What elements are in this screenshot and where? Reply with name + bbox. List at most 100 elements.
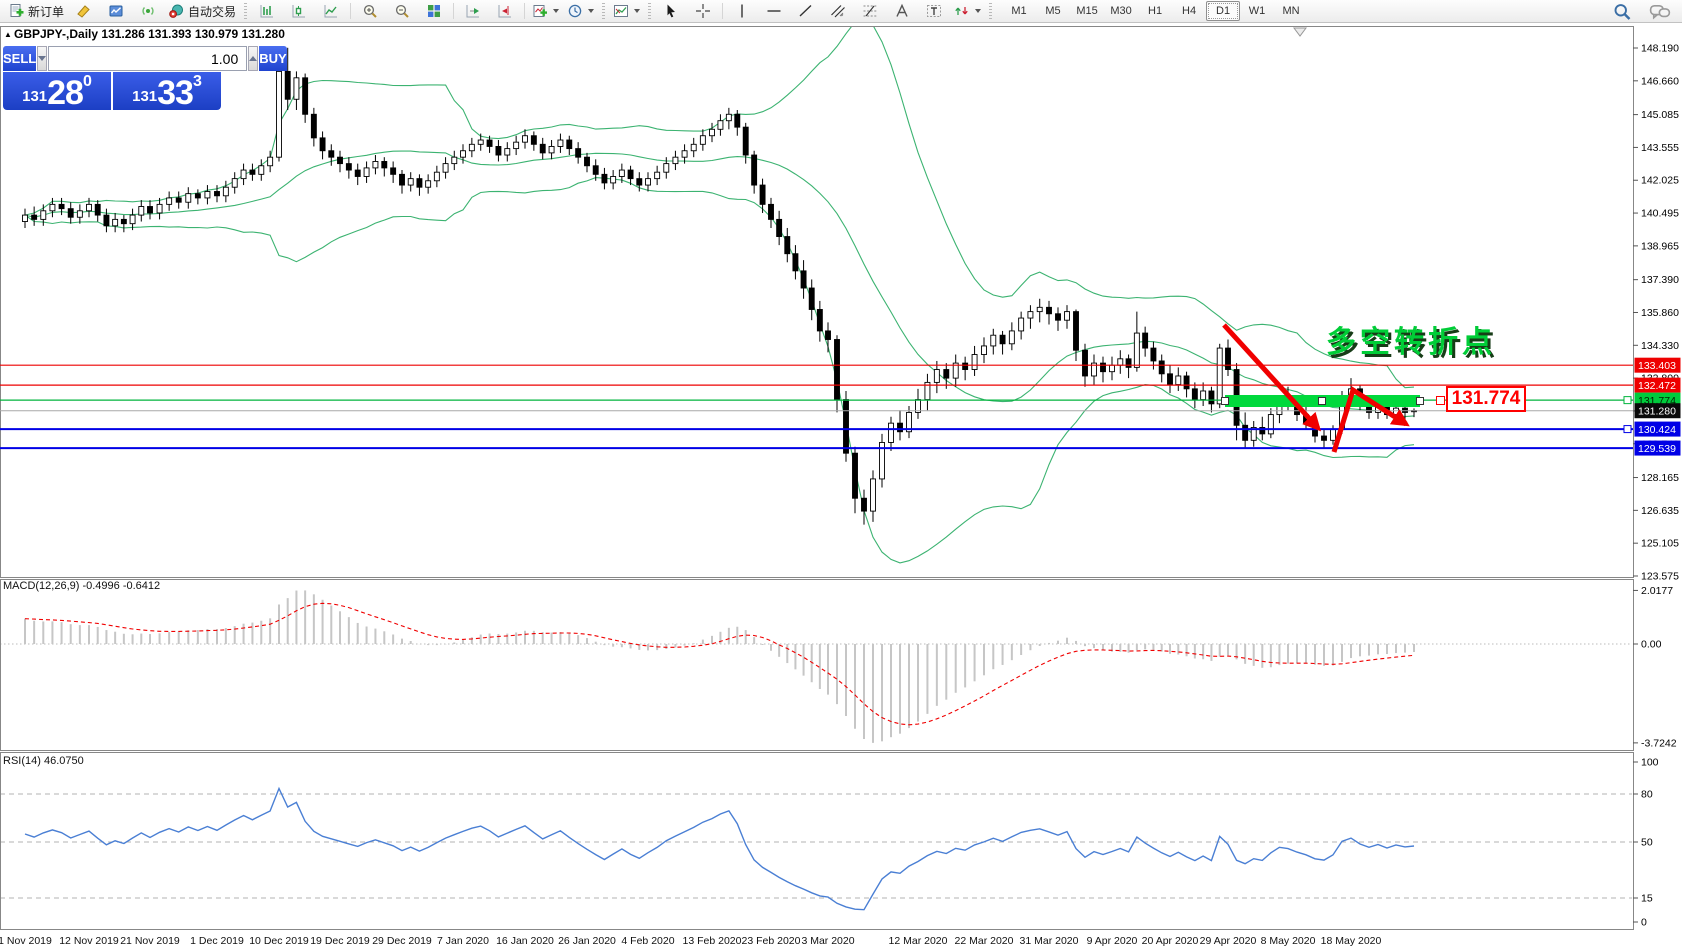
spin-up-icon <box>249 56 258 61</box>
toolbar-right-group <box>1606 1 1676 23</box>
svg-text:125.105: 125.105 <box>1641 538 1679 550</box>
crosshair-icon <box>696 4 711 18</box>
auto-shift-button[interactable] <box>489 0 521 22</box>
fibonacci-tool-button[interactable] <box>854 0 886 22</box>
timeframe-button-M1[interactable]: M1 <box>1011 5 1027 17</box>
buy-button[interactable]: BUY <box>259 46 287 71</box>
trend-annotations[interactable] <box>1221 323 1424 453</box>
buy-price-button[interactable]: 131 33 3 <box>113 72 221 110</box>
date-axis[interactable]: 1 Nov 2019 12 Nov 2019 21 Nov 2019 1 Dec 20… <box>0 935 1382 947</box>
svg-text:0.00: 0.00 <box>1641 639 1662 651</box>
sell-button[interactable]: SELL <box>3 46 37 71</box>
svg-text:1 Dec 2019: 1 Dec 2019 <box>190 935 244 947</box>
volume-decrease-button[interactable] <box>37 46 48 71</box>
symbol-period-label: GBPJPY-,Daily <box>14 27 99 41</box>
svg-text:148.190: 148.190 <box>1641 43 1679 55</box>
crosshair-tool-button[interactable] <box>687 0 719 22</box>
candle-chart-icon <box>292 5 306 18</box>
toolbar-grip <box>648 3 652 19</box>
one-click-trading-panel: SELL BUY 131 28 0 131 33 3 <box>3 46 287 110</box>
new-order-label: 新订单 <box>28 4 65 19</box>
svg-text:2.0177: 2.0177 <box>1641 585 1673 597</box>
bollinger-bands <box>24 27 1415 564</box>
timeframe-button-H1[interactable]: H1 <box>1148 5 1163 17</box>
svg-text:12 Nov 2019: 12 Nov 2019 <box>59 935 119 947</box>
timeframe-button-M15[interactable]: M15 <box>1076 5 1098 17</box>
volume-increase-button[interactable] <box>248 46 259 71</box>
svg-text:131.280: 131.280 <box>1638 406 1676 418</box>
profile-button[interactable] <box>68 0 100 22</box>
hline-icon <box>767 10 781 12</box>
zoom-out-icon <box>395 4 409 18</box>
signal-icon <box>142 7 154 15</box>
channel-icon <box>831 5 845 18</box>
zoom-in-button[interactable] <box>354 0 386 22</box>
sell-price-base: 131 <box>22 88 48 105</box>
sell-price-button[interactable]: 131 28 0 <box>3 72 111 110</box>
bar-chart-button[interactable] <box>251 0 283 22</box>
hline-tool-button[interactable] <box>758 0 790 22</box>
add-indicator-button[interactable] <box>528 0 563 22</box>
candle-chart-button[interactable] <box>283 0 315 22</box>
macd-pane <box>1 590 1632 743</box>
svg-text:19 Dec 2019: 19 Dec 2019 <box>310 935 370 947</box>
svg-text:50: 50 <box>1641 837 1653 849</box>
svg-text:29 Dec 2019: 29 Dec 2019 <box>372 935 432 947</box>
timeframe-button-W1[interactable]: W1 <box>1248 5 1266 17</box>
price-axis[interactable]: 148.190 146.660 145.085 143.555 142.025 140.4… <box>1633 24 1682 947</box>
period-button[interactable] <box>563 0 598 22</box>
timeframe-button-D1[interactable]: D1 <box>1206 1 1241 21</box>
svg-text:8 May 2020: 8 May 2020 <box>1261 935 1316 947</box>
timeframe-button-MN[interactable]: MN <box>1282 5 1300 17</box>
svg-text:4 Feb 2020: 4 Feb 2020 <box>621 935 674 947</box>
panel-collapse-icon[interactable]: ▲ <box>4 30 12 39</box>
toolbar-grip <box>989 3 993 19</box>
text-label-T-icon <box>927 5 942 17</box>
arrows-tool-button[interactable] <box>950 0 985 22</box>
timeframe-button-H4[interactable]: H4 <box>1182 5 1197 17</box>
profile-icon <box>77 5 90 18</box>
market-window-button[interactable] <box>100 0 132 22</box>
chat-icon[interactable] <box>1644 1 1676 23</box>
channel-tool-button[interactable] <box>822 0 854 22</box>
scroll-to-end-button[interactable] <box>457 0 489 22</box>
text-tool-button[interactable] <box>886 0 918 22</box>
timeframe-button-M5[interactable]: M5 <box>1045 5 1061 17</box>
svg-text:31 Mar 2020: 31 Mar 2020 <box>1020 935 1079 947</box>
svg-text:123.575: 123.575 <box>1641 570 1679 582</box>
svg-text:16 Jan 2020: 16 Jan 2020 <box>496 935 554 947</box>
turning-point-annotation[interactable]: 多空转折点 <box>1326 325 1496 360</box>
add-indicator-icon <box>533 5 548 17</box>
sell-price-pips: 28 <box>47 74 84 112</box>
level-label-anchor-handle[interactable] <box>1436 396 1445 405</box>
trendline-tool-button[interactable] <box>790 0 822 22</box>
svg-text:26 Jan 2020: 26 Jan 2020 <box>558 935 616 947</box>
volume-input[interactable] <box>48 46 248 71</box>
add-indicator-caret <box>553 9 560 13</box>
tile-windows-button[interactable] <box>418 0 450 22</box>
new-chart-button[interactable] <box>609 0 644 22</box>
svg-text:1 Nov 2019: 1 Nov 2019 <box>0 935 52 947</box>
svg-text:23 Feb 2020: 23 Feb 2020 <box>742 935 801 947</box>
svg-text:126.635: 126.635 <box>1641 505 1679 517</box>
cursor-icon <box>667 4 676 18</box>
timeframe-button-M30[interactable]: M30 <box>1110 5 1132 17</box>
auto-shift-icon <box>498 5 512 18</box>
signals-button[interactable] <box>132 0 164 22</box>
svg-text:13 Feb 2020: 13 Feb 2020 <box>683 935 742 947</box>
text-A-icon <box>896 3 908 17</box>
svg-text:-3.7242: -3.7242 <box>1641 737 1677 749</box>
line-chart-button[interactable] <box>315 0 347 22</box>
new-order-button[interactable]: 新订单 <box>4 0 68 22</box>
zoom-out-button[interactable] <box>386 0 418 22</box>
text-label-tool-button[interactable] <box>918 0 950 22</box>
cursor-tool-button[interactable] <box>655 0 687 22</box>
vline-tool-button[interactable] <box>726 0 758 22</box>
svg-text:29 Apr 2020: 29 Apr 2020 <box>1200 935 1257 947</box>
svg-text:132.472: 132.472 <box>1638 380 1676 392</box>
trendline-icon <box>799 4 812 17</box>
autotrading-button[interactable]: 自动交易 <box>164 0 240 22</box>
level-price-label[interactable]: 131.774 <box>1446 386 1526 412</box>
search-icon[interactable] <box>1606 1 1638 23</box>
